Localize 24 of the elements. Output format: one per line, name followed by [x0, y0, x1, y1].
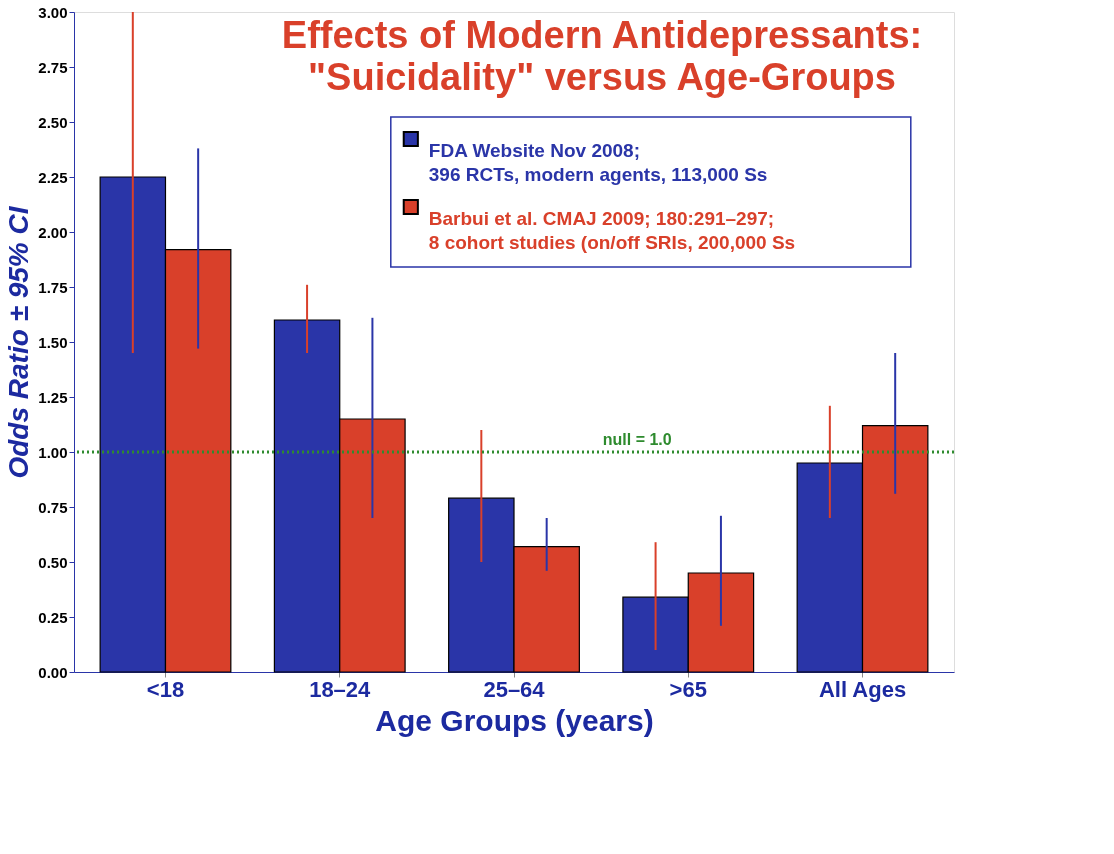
y-tick-label: 1.25 [38, 388, 68, 406]
y-tick-label: 2.00 [38, 223, 68, 241]
ref-line-label: null = 1.0 [602, 431, 672, 448]
y-tick-label: 0.75 [38, 498, 68, 516]
y-tick-label: 0.00 [38, 663, 68, 681]
y-tick-label: 1.00 [38, 443, 68, 461]
y-tick-label: 3.00 [38, 3, 68, 21]
text: Effects of Modern Antidepressants: "Suicidality" versus Age-Groups [281, 14, 923, 98]
x-tick-label: >65 [669, 676, 707, 702]
x-tick-label: All Ages [818, 676, 907, 702]
x-tick-label: 18–24 [309, 676, 372, 702]
y-tick-label: 0.50 [38, 553, 68, 571]
y-axis-title: Odds Ratio ± 95% CI [3, 205, 35, 479]
x-axis-title: Age Groups (years) [375, 703, 654, 737]
legend-label: Barbui et al. CMAJ 2009; 180:291–297; 8 cohort studies (on/off SRIs, 200,000 Ss [428, 208, 796, 253]
legend-label: FDA Website Nov 2008; 396 RCTs, modern agents, 113,000 Ss [428, 140, 768, 185]
y-tick-label: 2.25 [38, 168, 68, 186]
y-tick-label: 1.75 [38, 278, 68, 296]
y-tick-label: 2.75 [38, 58, 68, 76]
x-tick-label: 25–64 [483, 676, 546, 702]
y-tick-label: 1.50 [38, 333, 68, 351]
y-tick-label: 2.50 [38, 113, 68, 131]
y-tick-label: 0.25 [38, 608, 68, 626]
x-tick-label: <18 [146, 676, 185, 702]
